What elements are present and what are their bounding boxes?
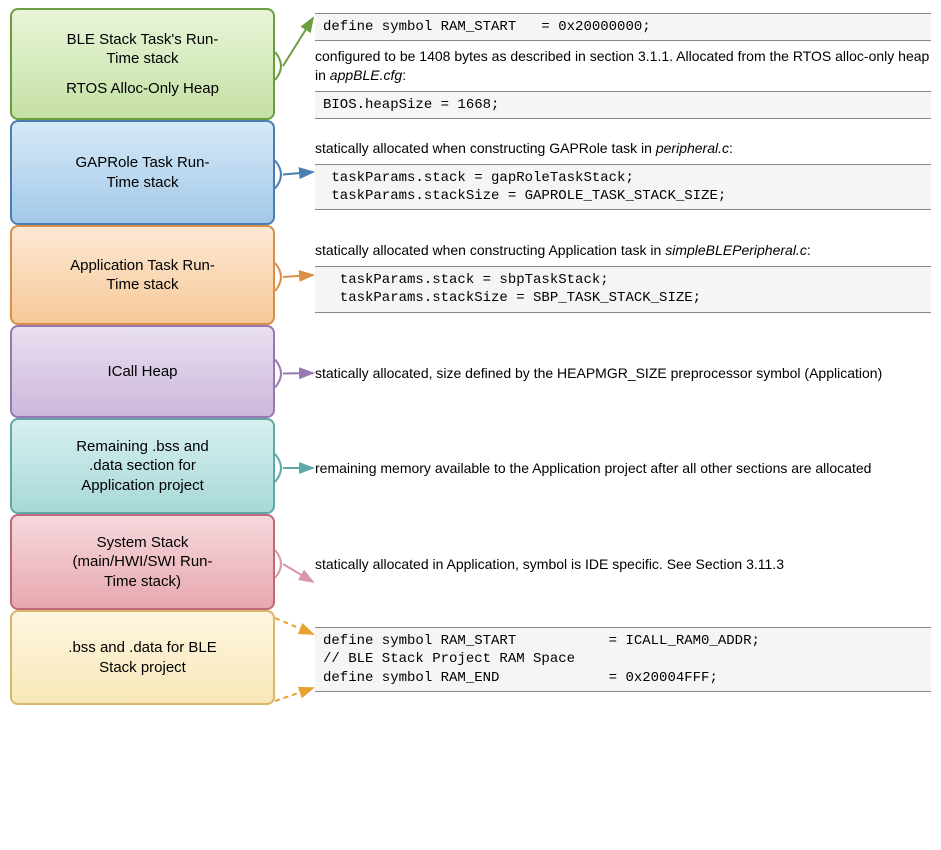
remaining-bss-row: Remaining .bss and.data section forAppli… xyxy=(10,420,931,516)
system-stack-title-line: Time stack) xyxy=(104,572,181,592)
system-stack-title-line: (main/HWI/SWI Run- xyxy=(72,552,212,572)
bss-ble-stack-box: .bss and .data for BLEStack project xyxy=(10,610,275,705)
description-text: remaining memory available to the Applic… xyxy=(315,459,931,478)
remaining-bss-title-line: Application project xyxy=(81,476,204,496)
system-stack-box: System Stack(main/HWI/SWI Run-Time stack… xyxy=(10,514,275,610)
bss-ble-stack-title-line: .bss and .data for BLE xyxy=(68,638,216,658)
gaprole-task-box: GAPRole Task Run-Time stack xyxy=(10,120,275,225)
icall-heap-details: statically allocated, size defined by th… xyxy=(275,327,931,420)
app-task-title-line: Application Task Run- xyxy=(70,256,215,276)
code-block: BIOS.heapSize = 1668; xyxy=(315,91,931,119)
gaprole-task-title-line: Time stack xyxy=(107,173,179,193)
icall-heap-row: ICall Heap statically allocated, size def… xyxy=(10,327,931,420)
ble-stack-task-row: BLE Stack Task's Run-Time stack RTOS Allo… xyxy=(10,10,931,122)
icall-heap-box: ICall Heap xyxy=(10,325,275,418)
ble-stack-task-details: define symbol RAM_START = 0x20000000; con… xyxy=(275,10,931,122)
system-stack-title-line: System Stack xyxy=(97,533,189,553)
bss-ble-stack-title-line: Stack project xyxy=(99,658,186,678)
app-task-title-line: Time stack xyxy=(107,275,179,295)
description-text: statically allocated when constructing A… xyxy=(315,241,931,260)
code-block: define symbol RAM_START = ICALL_RAM0_ADD… xyxy=(315,627,931,692)
gaprole-task-details: statically allocated when constructing G… xyxy=(275,122,931,227)
icall-heap-title-line: ICall Heap xyxy=(107,362,177,382)
description-text: statically allocated when constructing G… xyxy=(315,139,931,158)
remaining-bss-box: Remaining .bss and.data section forAppli… xyxy=(10,418,275,514)
description-text: statically allocated in Application, sym… xyxy=(315,555,931,574)
app-task-row: Application Task Run-Time stack staticall… xyxy=(10,227,931,327)
system-stack-details: statically allocated in Application, sym… xyxy=(275,516,931,612)
system-stack-row: System Stack(main/HWI/SWI Run-Time stack… xyxy=(10,516,931,612)
ble-stack-task-box: BLE Stack Task's Run-Time stack RTOS Allo… xyxy=(10,8,275,120)
app-task-details: statically allocated when constructing A… xyxy=(275,227,931,327)
gaprole-task-row: GAPRole Task Run-Time stack statically al… xyxy=(10,122,931,227)
bss-ble-stack-details: define symbol RAM_START = ICALL_RAM0_ADD… xyxy=(275,612,931,707)
remaining-bss-details: remaining memory available to the Applic… xyxy=(275,420,931,516)
gaprole-task-title-line: GAPRole Task Run- xyxy=(76,153,210,173)
code-block: taskParams.stack = sbpTaskStack; taskPar… xyxy=(315,266,931,312)
code-block: define symbol RAM_START = 0x20000000; xyxy=(315,13,931,41)
ble-stack-task-title-line: BLE Stack Task's Run- xyxy=(67,30,219,50)
remaining-bss-title-line: Remaining .bss and xyxy=(76,437,209,457)
ble-stack-task-title-line: RTOS Alloc-Only Heap xyxy=(66,79,219,99)
remaining-bss-title-line: .data section for xyxy=(89,456,196,476)
ble-stack-task-title-line: Time stack xyxy=(107,49,179,69)
description-text: statically allocated, size defined by th… xyxy=(315,364,931,383)
app-task-box: Application Task Run-Time stack xyxy=(10,225,275,325)
description-text: configured to be 1408 bytes as described… xyxy=(315,47,931,85)
code-block: taskParams.stack = gapRoleTaskStack; tas… xyxy=(315,164,931,210)
bss-ble-stack-row: .bss and .data for BLEStack project defin… xyxy=(10,612,931,707)
